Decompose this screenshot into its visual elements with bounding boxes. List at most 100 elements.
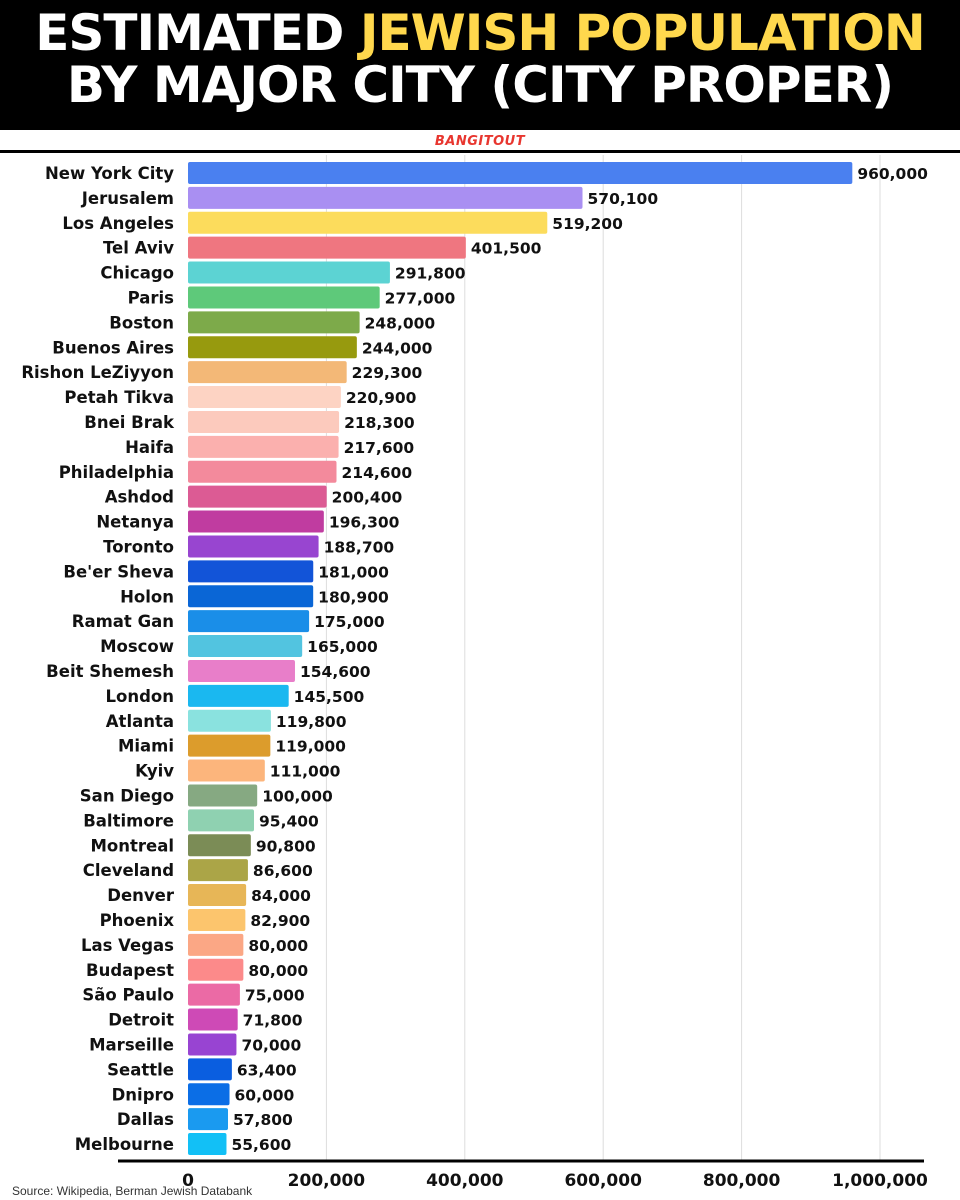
category-label: Las Vegas bbox=[81, 936, 174, 955]
bar bbox=[188, 361, 347, 384]
value-label: 63,400 bbox=[237, 1061, 297, 1079]
value-label: 220,900 bbox=[346, 389, 417, 407]
value-label: 71,800 bbox=[243, 1012, 303, 1030]
bar bbox=[188, 460, 337, 483]
bar bbox=[188, 435, 339, 458]
bar bbox=[188, 809, 255, 832]
bar bbox=[188, 759, 265, 782]
chart-title-line-1: ESTIMATED JEWISH POPULATION bbox=[0, 4, 960, 62]
bar bbox=[188, 1108, 228, 1131]
category-label: Haifa bbox=[125, 438, 174, 457]
category-label: Ashdod bbox=[105, 488, 174, 507]
bar bbox=[188, 336, 357, 359]
category-label: Phoenix bbox=[100, 911, 175, 930]
bar bbox=[188, 510, 324, 533]
bar bbox=[188, 1083, 230, 1106]
bar bbox=[188, 1058, 232, 1081]
category-label: Rishon LeZiyyon bbox=[21, 363, 174, 382]
bar bbox=[188, 834, 251, 857]
bar bbox=[188, 734, 271, 757]
category-label: Toronto bbox=[103, 537, 174, 556]
category-label: Netanya bbox=[96, 513, 174, 532]
bar bbox=[188, 585, 314, 608]
bar bbox=[188, 560, 314, 583]
category-label: Budapest bbox=[86, 961, 174, 980]
category-label: Miami bbox=[118, 737, 174, 756]
value-label: 248,000 bbox=[365, 314, 436, 332]
x-tick-label: 200,000 bbox=[288, 1171, 366, 1191]
value-label: 229,300 bbox=[352, 364, 423, 382]
bar bbox=[188, 1133, 227, 1156]
category-label: Baltimore bbox=[83, 811, 174, 830]
chart-title-line-2: BY MAJOR CITY (CITY PROPER) bbox=[66, 56, 894, 114]
category-label: Dallas bbox=[117, 1110, 174, 1129]
category-label: Kyiv bbox=[135, 762, 174, 781]
title-text-plain: ESTIMATED bbox=[35, 4, 360, 62]
bar bbox=[188, 1008, 238, 1031]
category-label: Jerusalem bbox=[81, 189, 174, 208]
category-label: Paris bbox=[128, 288, 175, 307]
gridlines bbox=[325, 155, 881, 1161]
bar bbox=[188, 958, 244, 981]
value-label: 86,600 bbox=[253, 862, 313, 880]
category-label: Ramat Gan bbox=[72, 612, 174, 631]
category-label: Philadelphia bbox=[59, 463, 174, 482]
value-label: 80,000 bbox=[248, 962, 308, 980]
bar bbox=[188, 286, 380, 309]
value-label: 70,000 bbox=[241, 1036, 301, 1054]
bar bbox=[188, 933, 244, 956]
category-label: Dnipro bbox=[112, 1085, 174, 1104]
bar bbox=[188, 1033, 237, 1056]
category-label: Bnei Brak bbox=[84, 413, 175, 432]
category-label: Cleveland bbox=[83, 861, 174, 880]
value-label: 217,600 bbox=[344, 439, 415, 457]
category-label: Beit Shemesh bbox=[46, 662, 174, 681]
x-tick-label: 800,000 bbox=[703, 1171, 781, 1191]
bar bbox=[188, 908, 246, 931]
value-label: 119,800 bbox=[276, 713, 347, 731]
category-label: Be'er Sheva bbox=[63, 562, 174, 581]
value-label: 154,600 bbox=[300, 663, 371, 681]
bar bbox=[188, 211, 548, 234]
bar bbox=[188, 859, 248, 882]
value-label: 80,000 bbox=[248, 937, 308, 955]
value-label: 95,400 bbox=[259, 812, 319, 830]
value-label: 277,000 bbox=[385, 289, 456, 307]
bar bbox=[188, 535, 319, 558]
bar bbox=[188, 186, 583, 209]
category-label: Denver bbox=[107, 886, 175, 905]
category-label: Buenos Aires bbox=[52, 338, 174, 357]
value-label: 145,500 bbox=[294, 688, 365, 706]
x-tick-label: 400,000 bbox=[426, 1171, 504, 1191]
category-label: Detroit bbox=[108, 1011, 174, 1030]
category-label: Los Angeles bbox=[62, 214, 174, 233]
value-label: 180,900 bbox=[318, 588, 389, 606]
category-label: Moscow bbox=[100, 637, 174, 656]
value-label: 181,000 bbox=[318, 563, 389, 581]
value-label: 82,900 bbox=[250, 912, 310, 930]
bar bbox=[188, 410, 340, 433]
bar bbox=[188, 485, 327, 508]
bar bbox=[188, 784, 258, 807]
bar bbox=[188, 386, 341, 409]
brand-logo: BANGITOUT bbox=[434, 134, 526, 149]
value-label: 84,000 bbox=[251, 887, 311, 905]
bar bbox=[188, 709, 271, 732]
value-label: 55,600 bbox=[231, 1136, 291, 1154]
value-label: 244,000 bbox=[362, 339, 433, 357]
bar bbox=[188, 684, 289, 707]
category-label: New York City bbox=[45, 164, 174, 183]
x-tick-label: 600,000 bbox=[564, 1171, 642, 1191]
bar bbox=[188, 884, 247, 907]
bar bbox=[188, 261, 390, 284]
value-label: 119,000 bbox=[275, 738, 346, 756]
bar bbox=[188, 635, 303, 658]
category-label: Atlanta bbox=[106, 712, 174, 731]
bar bbox=[188, 311, 360, 334]
title-banner: ESTIMATED JEWISH POPULATION BY MAJOR CIT… bbox=[0, 0, 960, 130]
category-label: Marseille bbox=[89, 1035, 174, 1054]
category-label: Tel Aviv bbox=[103, 239, 174, 258]
category-label: São Paulo bbox=[82, 986, 174, 1005]
category-label: Petah Tikva bbox=[64, 388, 174, 407]
